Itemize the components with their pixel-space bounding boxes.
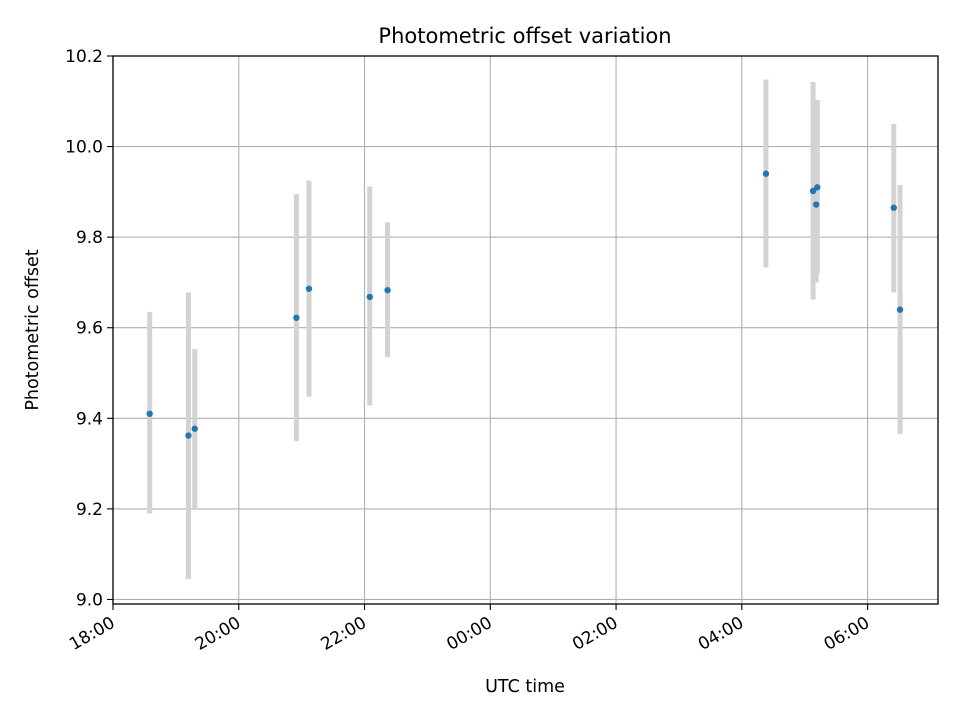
y-tick-label: 10.0 — [65, 138, 103, 158]
data-point — [890, 204, 897, 211]
y-tick-label: 9.4 — [76, 409, 103, 429]
y-tick-label: 9.2 — [76, 500, 103, 520]
data-point — [896, 306, 904, 313]
chart-title: Photometric offset variation — [378, 24, 671, 48]
data-point — [185, 432, 192, 439]
data-point — [384, 286, 391, 294]
data-point — [762, 170, 770, 177]
y-tick-label: 9.6 — [76, 319, 103, 339]
y-axis-label: Photometric offset — [23, 249, 43, 410]
data-point — [146, 410, 153, 417]
data-point — [191, 425, 198, 432]
data-point — [305, 285, 313, 292]
y-tick-label: 9.0 — [76, 590, 103, 610]
data-point — [293, 314, 300, 321]
plot-frame — [112, 55, 939, 605]
y-tick-label: 9.8 — [76, 228, 103, 248]
x-axis-label: UTC time — [485, 677, 565, 697]
data-points — [146, 170, 904, 439]
data-point — [809, 187, 817, 195]
y-axis-ticks: 9.0 9.2 9.4 9.6 9.8 10.0 10.2 — [65, 47, 113, 610]
data-point — [814, 184, 821, 191]
y-tick-label: 10.2 — [65, 47, 103, 67]
data-point — [366, 293, 373, 301]
data-point — [813, 201, 820, 208]
